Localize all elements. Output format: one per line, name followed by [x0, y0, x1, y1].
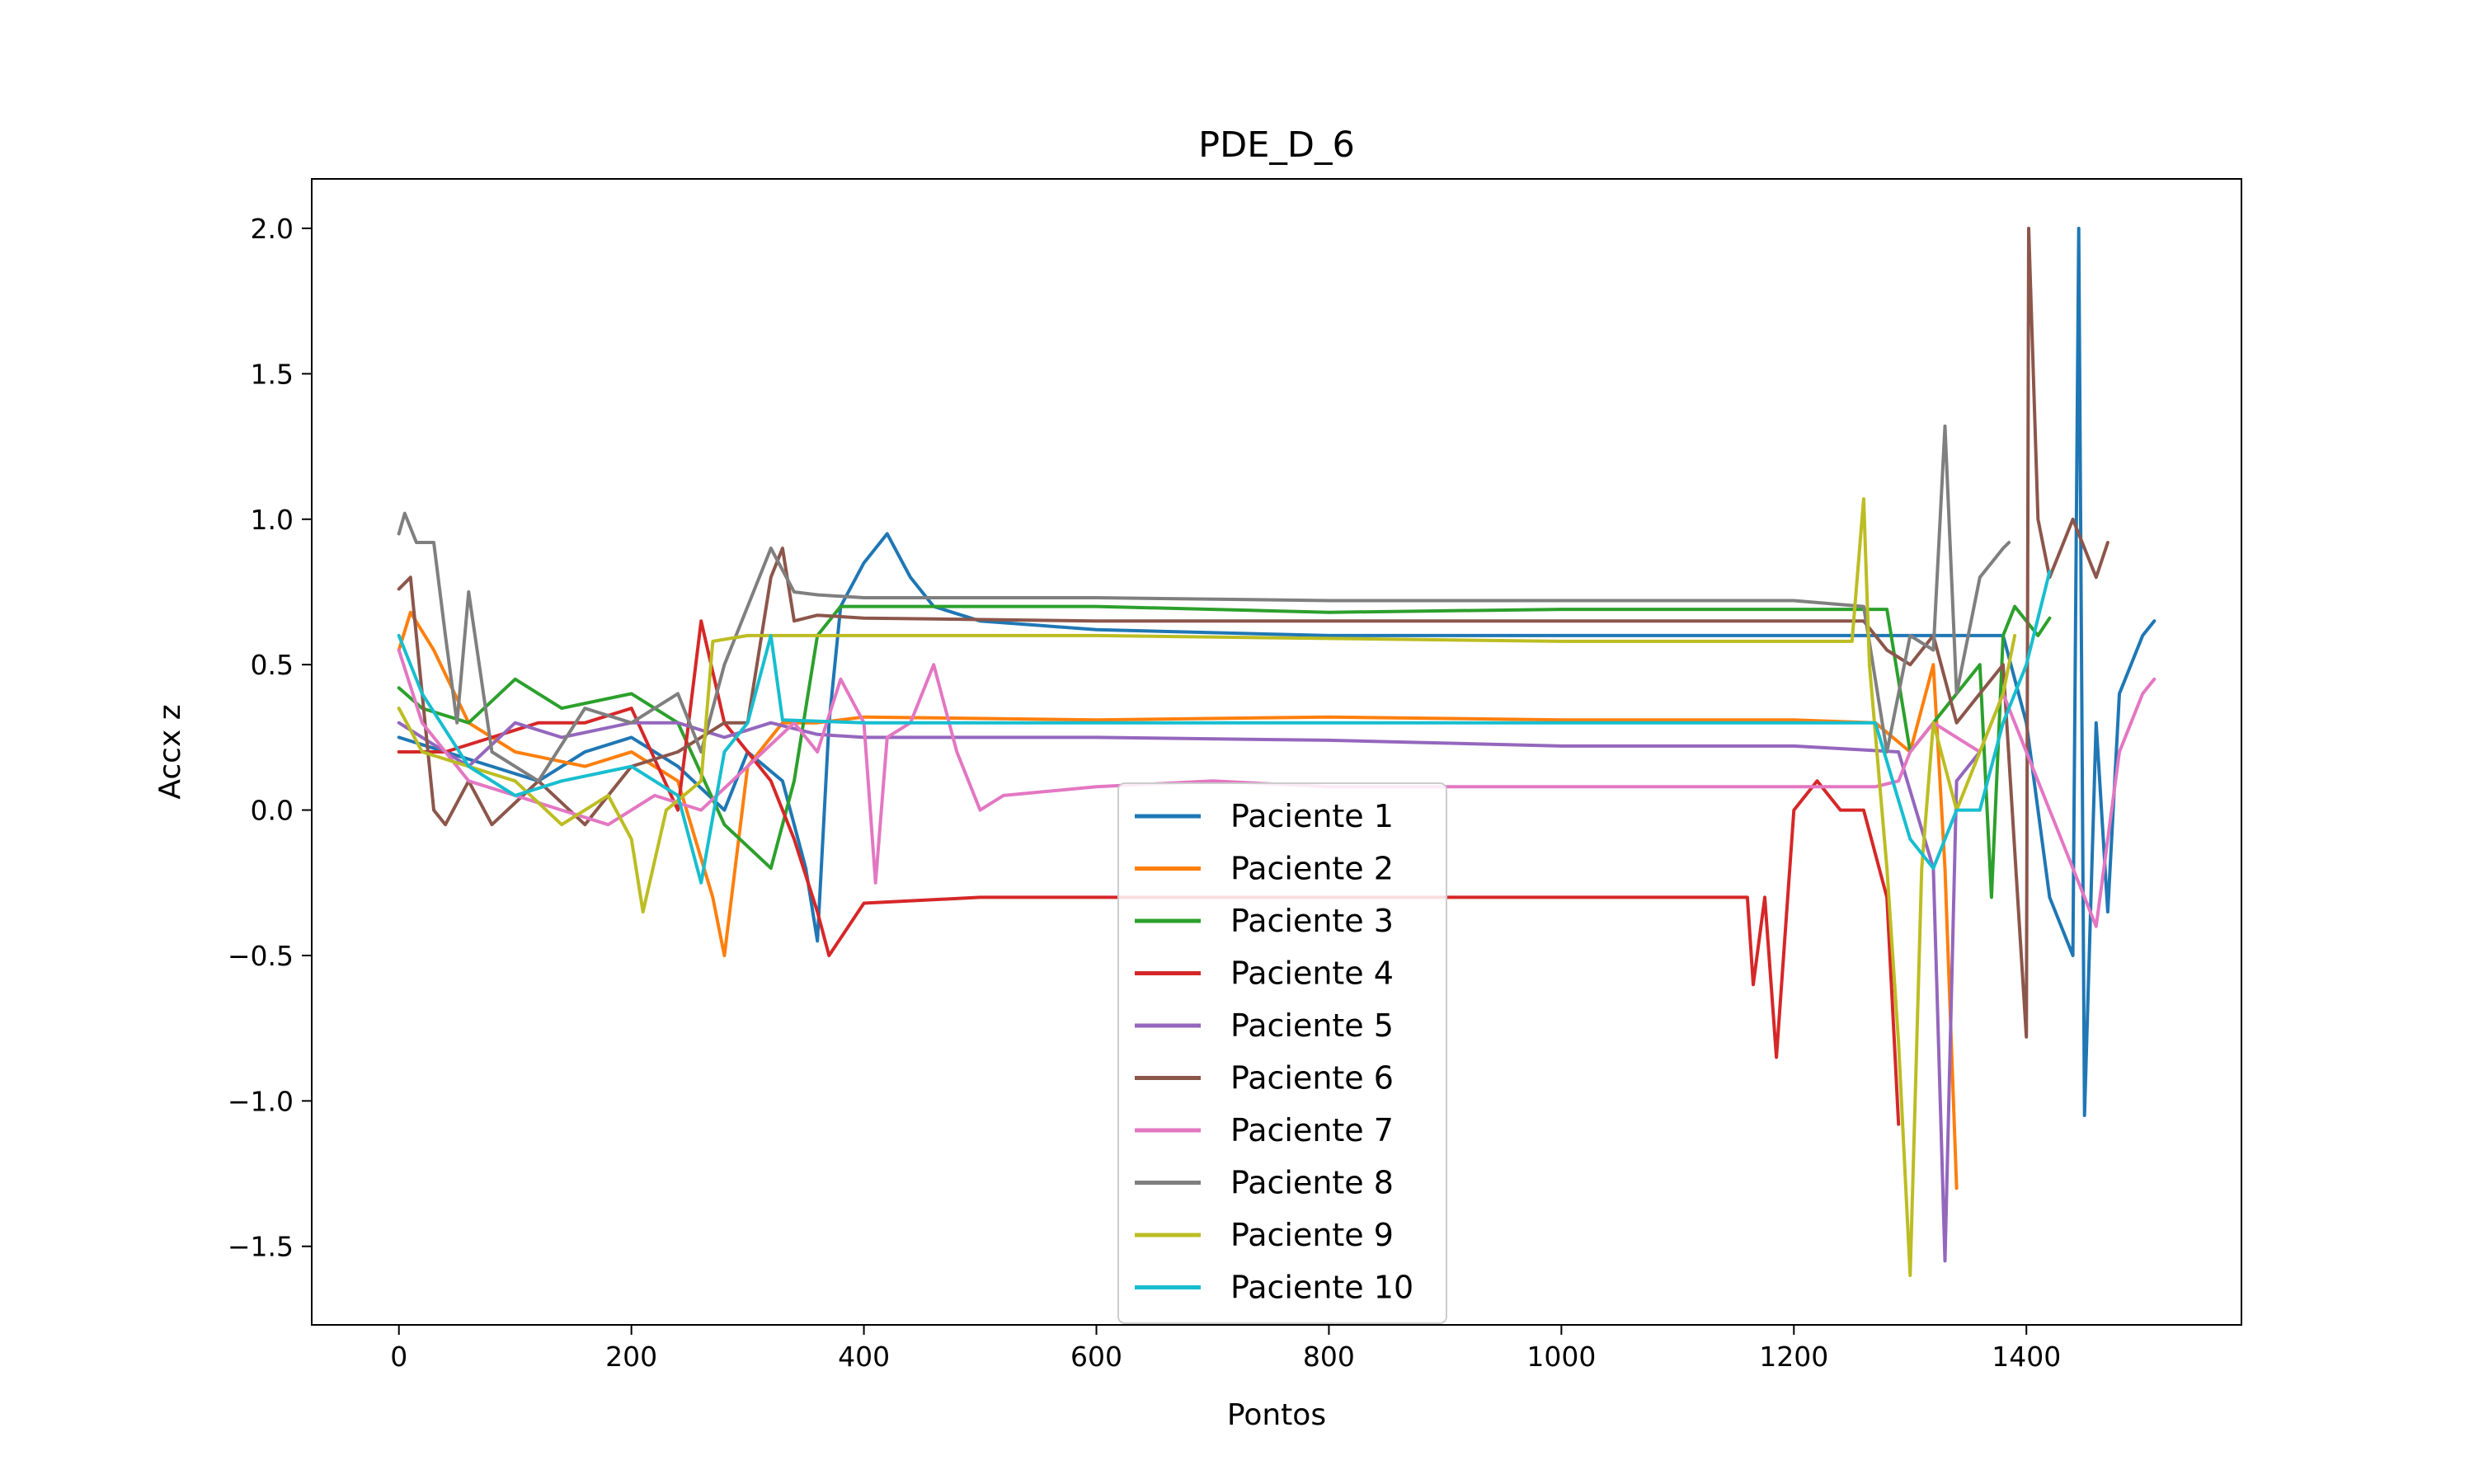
- y-tick-label: 0.5: [251, 649, 294, 681]
- legend-label-9: Paciente 9: [1230, 1217, 1394, 1253]
- series-line-3: [397, 604, 2052, 899]
- series-line-10: [397, 570, 2052, 885]
- plot-frame: [311, 178, 2242, 1326]
- legend-label-10: Paciente 10: [1230, 1270, 1413, 1306]
- legend-label-6: Paciente 6: [1230, 1060, 1394, 1097]
- chart-title: PDE_D_6: [1198, 124, 1355, 166]
- legend-label-5: Paciente 5: [1230, 1007, 1394, 1044]
- y-axis-label: Accx z: [153, 704, 187, 799]
- x-tick-label: 1000: [1526, 1341, 1596, 1373]
- series-line-2: [397, 610, 1959, 1190]
- x-tick-label: 0: [390, 1341, 407, 1373]
- legend-label-4: Paciente 4: [1230, 956, 1394, 992]
- series-line-1: [397, 227, 2157, 1117]
- series-line-8: [397, 424, 2011, 783]
- x-tick-label: 400: [838, 1341, 890, 1373]
- y-tick-label: 0.0: [251, 795, 294, 827]
- legend-box: [1117, 782, 1447, 1324]
- legend-label-8: Paciente 8: [1230, 1165, 1394, 1201]
- y-axis: −1.5 −1.0 −0.5 0.0 0.5 1.0 1.5 2.0: [228, 213, 312, 1263]
- x-tick-label: 800: [1303, 1341, 1355, 1373]
- y-tick-label: −0.5: [228, 940, 294, 972]
- x-axis-label: Pontos: [1227, 1398, 1326, 1432]
- y-tick-label: −1.0: [228, 1085, 294, 1117]
- series-line-9: [397, 497, 2017, 1277]
- series-line-6: [397, 227, 2109, 1039]
- series-layer: [397, 227, 2157, 1277]
- y-tick-label: −1.5: [228, 1231, 294, 1263]
- x-tick-label: 1200: [1759, 1341, 1828, 1373]
- series-line-5: [397, 721, 1982, 1263]
- x-tick-label: 1400: [1992, 1341, 2061, 1373]
- legend-label-2: Paciente 2: [1230, 851, 1394, 887]
- legend-label-7: Paciente 7: [1230, 1112, 1394, 1148]
- y-tick-label: 1.0: [251, 504, 294, 536]
- x-tick-label: 600: [1070, 1341, 1122, 1373]
- series-line-7: [397, 648, 2157, 928]
- legend-label-3: Paciente 3: [1230, 903, 1394, 939]
- x-axis: 0 200 400 600 800 1000 1200 1400: [390, 1325, 2061, 1373]
- series-line-4: [397, 619, 1901, 1126]
- y-tick-label: 2.0: [251, 213, 294, 245]
- legend: Paciente 1 Paciente 2 Paciente 3 Paciente 4…: [1117, 782, 1447, 1324]
- legend-label-1: Paciente 1: [1230, 798, 1394, 834]
- x-tick-label: 200: [605, 1341, 657, 1373]
- y-tick-label: 1.5: [251, 358, 294, 390]
